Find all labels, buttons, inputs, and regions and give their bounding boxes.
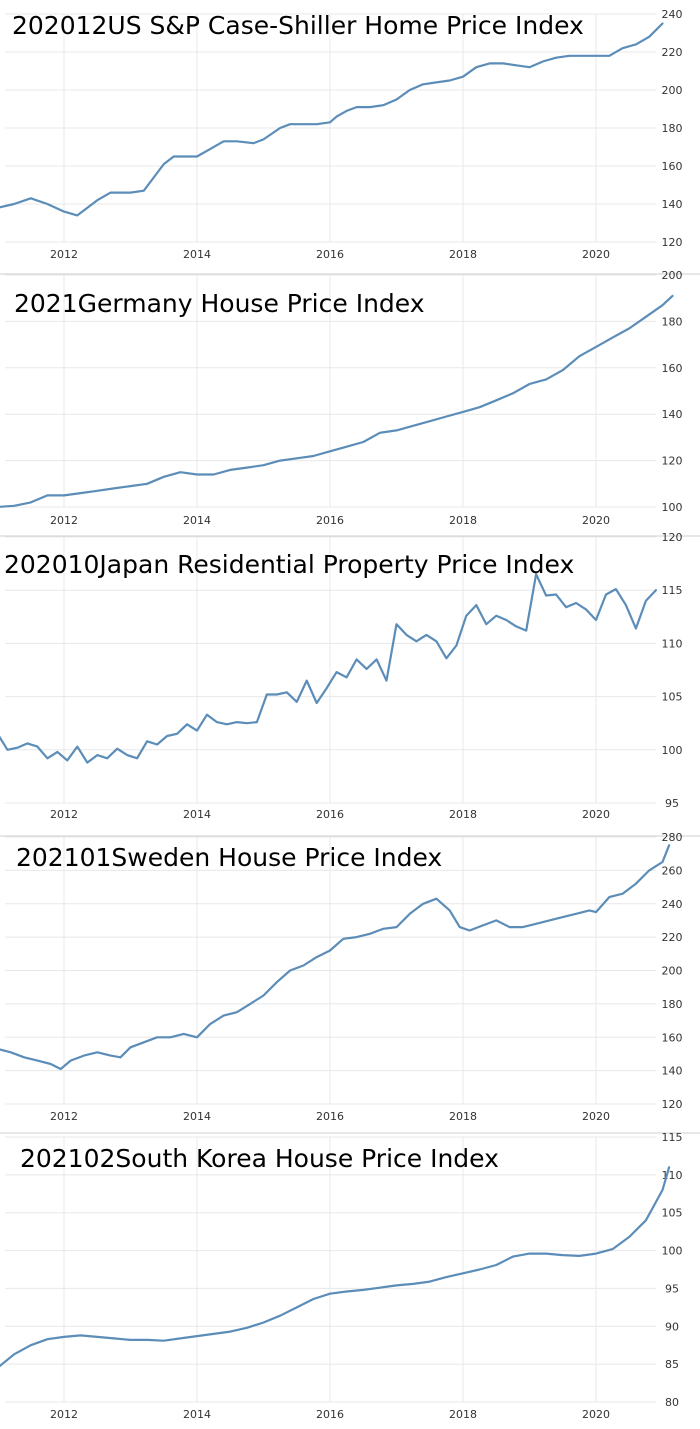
x-tick-label: 2016	[316, 1110, 344, 1123]
y-tick-label: 140	[662, 1065, 683, 1078]
y-tick-label: 100	[662, 1245, 683, 1258]
y-tick-label: 120	[662, 455, 683, 468]
x-tick-label: 2020	[582, 808, 610, 821]
y-tick-label: 85	[665, 1358, 679, 1371]
y-tick-label: 200	[662, 84, 683, 97]
chart-panel-2: 100 120 140 160 180 200 2012 2014 2016 2018 2020 20…	[0, 269, 700, 527]
chart-title-4: 202101Sweden House Price Index	[16, 843, 442, 872]
y-tick-label: 120	[662, 531, 683, 544]
series-line-4	[0, 844, 671, 1071]
y-tick-label: 200	[662, 269, 683, 282]
x-tick-label: 2020	[582, 514, 610, 527]
chart-title-3: 202010Japan Residential Property Price I…	[4, 550, 574, 579]
x-tick-label: 2016	[316, 1408, 344, 1421]
y-tick-label: 100	[662, 501, 683, 514]
y-tick-label: 95	[665, 797, 679, 810]
y-tick-label: 80	[665, 1396, 679, 1409]
series-line-2	[0, 294, 674, 508]
chart-title-1: 202012US S&P Case-Shiller Home Price Ind…	[12, 11, 584, 40]
x-tick-label: 2014	[183, 808, 211, 821]
x-tick-label: 2016	[316, 248, 344, 261]
x-tick-label: 2020	[582, 248, 610, 261]
x-tick-label: 2016	[316, 808, 344, 821]
x-tick-label: 2012	[50, 514, 78, 527]
y-tick-label: 220	[662, 931, 683, 944]
y-tick-label: 115	[662, 584, 683, 597]
x-tick-label: 2014	[183, 248, 211, 261]
y-tick-label: 90	[665, 1320, 679, 1333]
y-tick-label: 200	[662, 965, 683, 978]
x-tick-label: 2012	[50, 248, 78, 261]
y-tick-label: 115	[662, 1131, 683, 1144]
chart-panel-1: 120 140 160 180 200 220 240 2012 2014 2016 2018 202…	[0, 8, 683, 261]
y-tick-label: 180	[662, 998, 683, 1011]
y-tick-label: 100	[662, 744, 683, 757]
x-tick-label: 2018	[449, 808, 477, 821]
x-tick-label: 2014	[183, 1110, 211, 1123]
y-tick-label: 180	[662, 122, 683, 135]
y-tick-label: 180	[662, 315, 683, 328]
y-tick-label: 280	[662, 831, 683, 844]
x-tick-label: 2012	[50, 1408, 78, 1421]
series-line-3	[0, 573, 658, 764]
chart-title-2: 2021Germany House Price Index	[14, 289, 425, 318]
x-tick-label: 2018	[449, 514, 477, 527]
y-tick-label: 220	[662, 46, 683, 59]
x-tick-label: 2014	[183, 1408, 211, 1421]
y-tick-label: 140	[662, 408, 683, 421]
y-tick-label: 110	[662, 637, 683, 650]
y-tick-label: 260	[662, 864, 683, 877]
y-tick-label: 240	[662, 8, 683, 21]
chart-title-5: 202102South Korea House Price Index	[20, 1144, 499, 1173]
y-tick-label: 140	[662, 198, 683, 211]
x-tick-label: 2020	[582, 1110, 610, 1123]
chart-panel-4: 120 140 160 180 200 220 240 260 280 2012 2014 2016 2…	[0, 831, 700, 1123]
x-tick-label: 2018	[449, 1110, 477, 1123]
x-tick-label: 2018	[449, 1408, 477, 1421]
x-tick-label: 2012	[50, 808, 78, 821]
y-tick-label: 160	[662, 362, 683, 375]
x-tick-label: 2016	[316, 514, 344, 527]
x-tick-label: 2014	[183, 514, 211, 527]
x-tick-label: 2012	[50, 1110, 78, 1123]
y-tick-label: 160	[662, 1031, 683, 1044]
y-tick-label: 120	[662, 1098, 683, 1111]
y-tick-label: 240	[662, 898, 683, 911]
x-tick-label: 2020	[582, 1408, 610, 1421]
y-tick-label: 120	[662, 236, 683, 249]
y-tick-label: 95	[665, 1282, 679, 1295]
y-tick-label: 105	[662, 1207, 683, 1220]
series-line-1	[0, 22, 664, 217]
x-tick-label: 2018	[449, 248, 477, 261]
y-tick-label: 160	[662, 160, 683, 173]
y-tick-label: 105	[662, 691, 683, 704]
series-line-5	[0, 1166, 671, 1368]
chart-panel-3: 95 100 105 110 115 120 2012 2014 2016 2018 2020 202…	[0, 531, 700, 821]
